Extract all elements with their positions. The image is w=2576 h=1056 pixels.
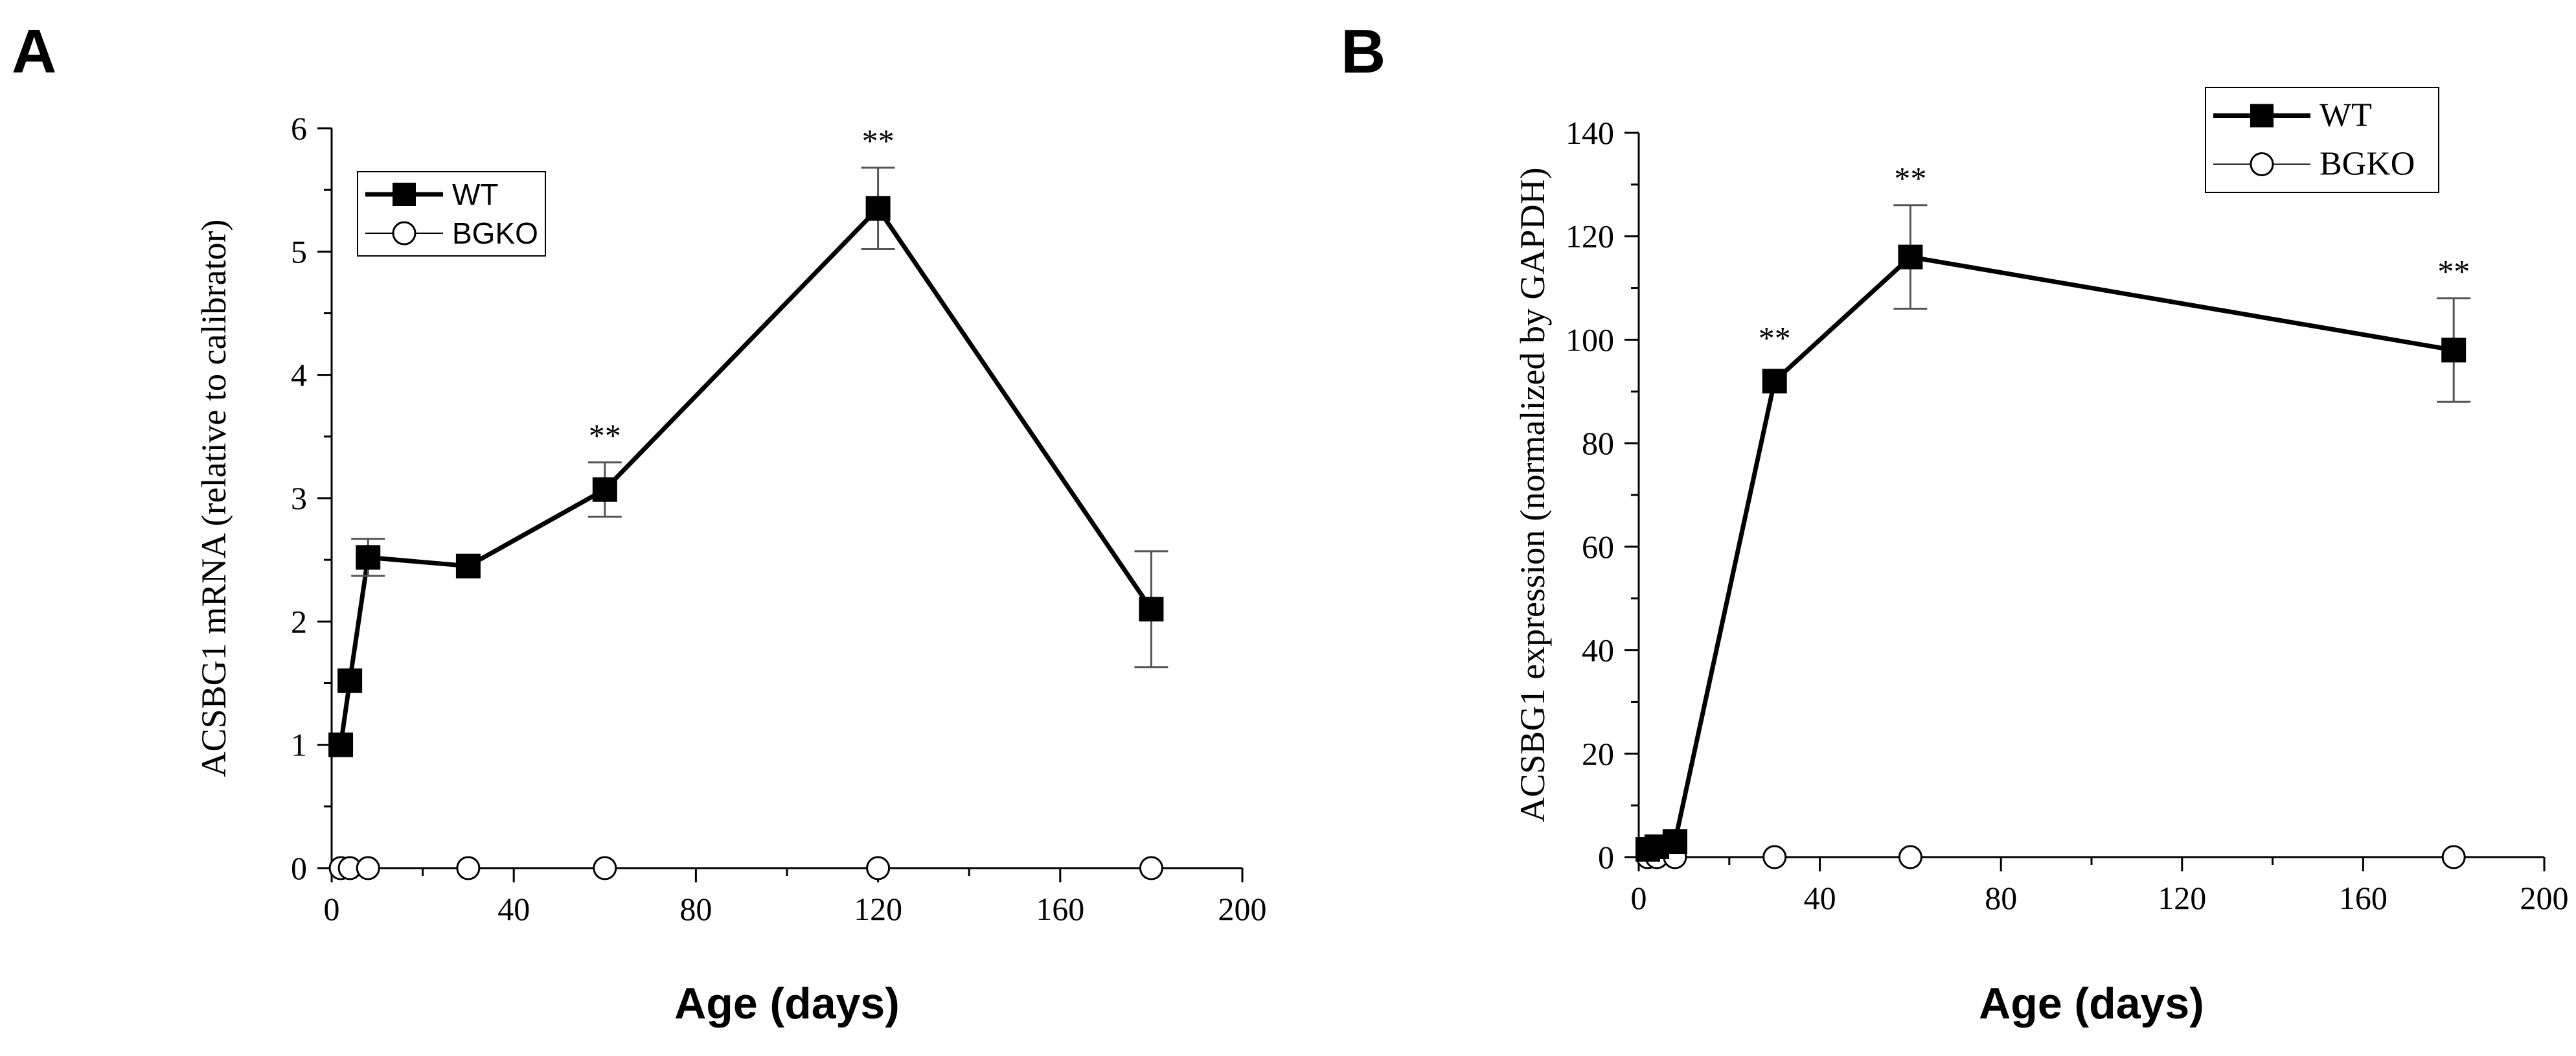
panel-a-y-tick-label: 2 [291, 603, 307, 639]
panel-a-letter: A [12, 17, 56, 86]
panel-b-wt-point [2441, 338, 2467, 363]
panel-a-significance-mark: ** [589, 417, 621, 453]
panel-a-wt-point [337, 668, 363, 693]
panel-a-legend-wt-marker [393, 183, 416, 206]
panel-a-legend-wt-label: WT [452, 178, 499, 211]
panel-a-wt-point [455, 553, 481, 579]
panel-a-x-tick-label: 160 [1036, 891, 1084, 927]
panel-a-x-tick-label: 40 [497, 891, 530, 927]
panel-b-significance-mark: ** [2437, 253, 2470, 290]
panel-b-x-axis-label: Age (days) [1979, 979, 2204, 1028]
panel-b-legend-bgko-marker [2250, 152, 2274, 176]
panel-a-wt-point [865, 196, 891, 221]
panel-b: B 0 40 80 120 160 200 0 20 40 60 80 100 120 140 Age (d… [1341, 17, 2569, 1028]
panel-a-wt-point [1139, 597, 1164, 622]
panel-a-wt-point [328, 732, 354, 757]
panel-a-legend-bgko-marker [392, 221, 416, 246]
panel-a-y-tick-label: 6 [291, 110, 307, 146]
panel-a-x-axis-label: Age (days) [674, 979, 900, 1028]
panel-a-y-tick-label: 3 [291, 480, 307, 516]
panel-a-y-tick-label: 5 [291, 233, 307, 270]
panel-b-legend-wt-label: WT [2320, 97, 2372, 134]
panel-a-wt-point [592, 477, 617, 502]
panel-a-bgko-point [593, 856, 617, 880]
panel-b-x-tick-label: 0 [1631, 880, 1647, 916]
panel-b-y-tick-label: 40 [1582, 632, 1614, 669]
panel-b-bgko-point [1762, 845, 1787, 869]
panel-b-letter: B [1341, 17, 1385, 86]
panel-a-x-tick-label: 120 [854, 891, 902, 927]
panel-a-bgko-point [456, 856, 481, 880]
panel-b-y-tick-label: 100 [1566, 321, 1614, 358]
panel-a-x-tick-label: 200 [1218, 891, 1267, 927]
panel-b-x-tick-label: 40 [1804, 880, 1836, 916]
panel-b-x-tick-label: 80 [1985, 880, 2017, 916]
panel-b-legend-box [2205, 87, 2439, 193]
panel-b-significance-mark: ** [1759, 319, 1791, 356]
panel-b-significance-mark: ** [1894, 160, 1926, 196]
panel-b-x-tick-label: 200 [2520, 880, 2569, 916]
panel-a-x-tick-label: 0 [324, 891, 340, 927]
panel-b-wt-point [1662, 829, 1687, 855]
panel-b-wt-point [1898, 244, 1923, 270]
panel-b-y-tick-label: 80 [1582, 425, 1614, 461]
panel-a-x-tick-label: 80 [679, 891, 712, 927]
panel-a-significance-mark: ** [862, 122, 895, 159]
panel-b-x-tick-label: 120 [2158, 880, 2206, 916]
panel-a-y-tick-label: 0 [291, 850, 307, 886]
panel-b-y-tick-label: 120 [1566, 218, 1614, 255]
panel-b-x-tick-label: 160 [2339, 880, 2388, 916]
panel-b-y-tick-label: 60 [1582, 529, 1614, 565]
panel-a-bgko-point [356, 856, 380, 880]
panel-a-y-tick-label: 1 [291, 727, 307, 763]
panel-a-wt-point [356, 545, 381, 570]
panel-a-legend-box [357, 171, 546, 257]
panel-b-bgko-point [1898, 845, 1922, 869]
panel-b-y-tick-label: 0 [1598, 839, 1614, 875]
panel-a-y-axis-label: ACSBG1 mRNA (relative to calibrator) [194, 220, 233, 777]
panel-b-legend-bgko-label: BGKO [2320, 146, 2415, 183]
panel-b-legend-wt-marker [2250, 104, 2274, 128]
panel-b-wt-point [1762, 369, 1787, 394]
panel-a-legend-bgko-label: BGKO [452, 216, 538, 250]
panel-b-y-axis-label: ACSBG1 expression (normalized by GAPDH) [1513, 168, 1552, 823]
panel-b-y-tick-label: 140 [1566, 115, 1614, 151]
panel-b-bgko-point [2441, 845, 2466, 869]
panel-a: A 0 40 80 120 160 200 0 1 2 3 4 5 6 Age (days) ACSBG1 … [12, 17, 1267, 1028]
panel-a-bgko-point [866, 856, 891, 880]
panel-a-bgko-point [1139, 856, 1163, 880]
panel-b-y-tick-label: 20 [1582, 735, 1614, 772]
panel-a-y-tick-label: 4 [291, 357, 307, 393]
